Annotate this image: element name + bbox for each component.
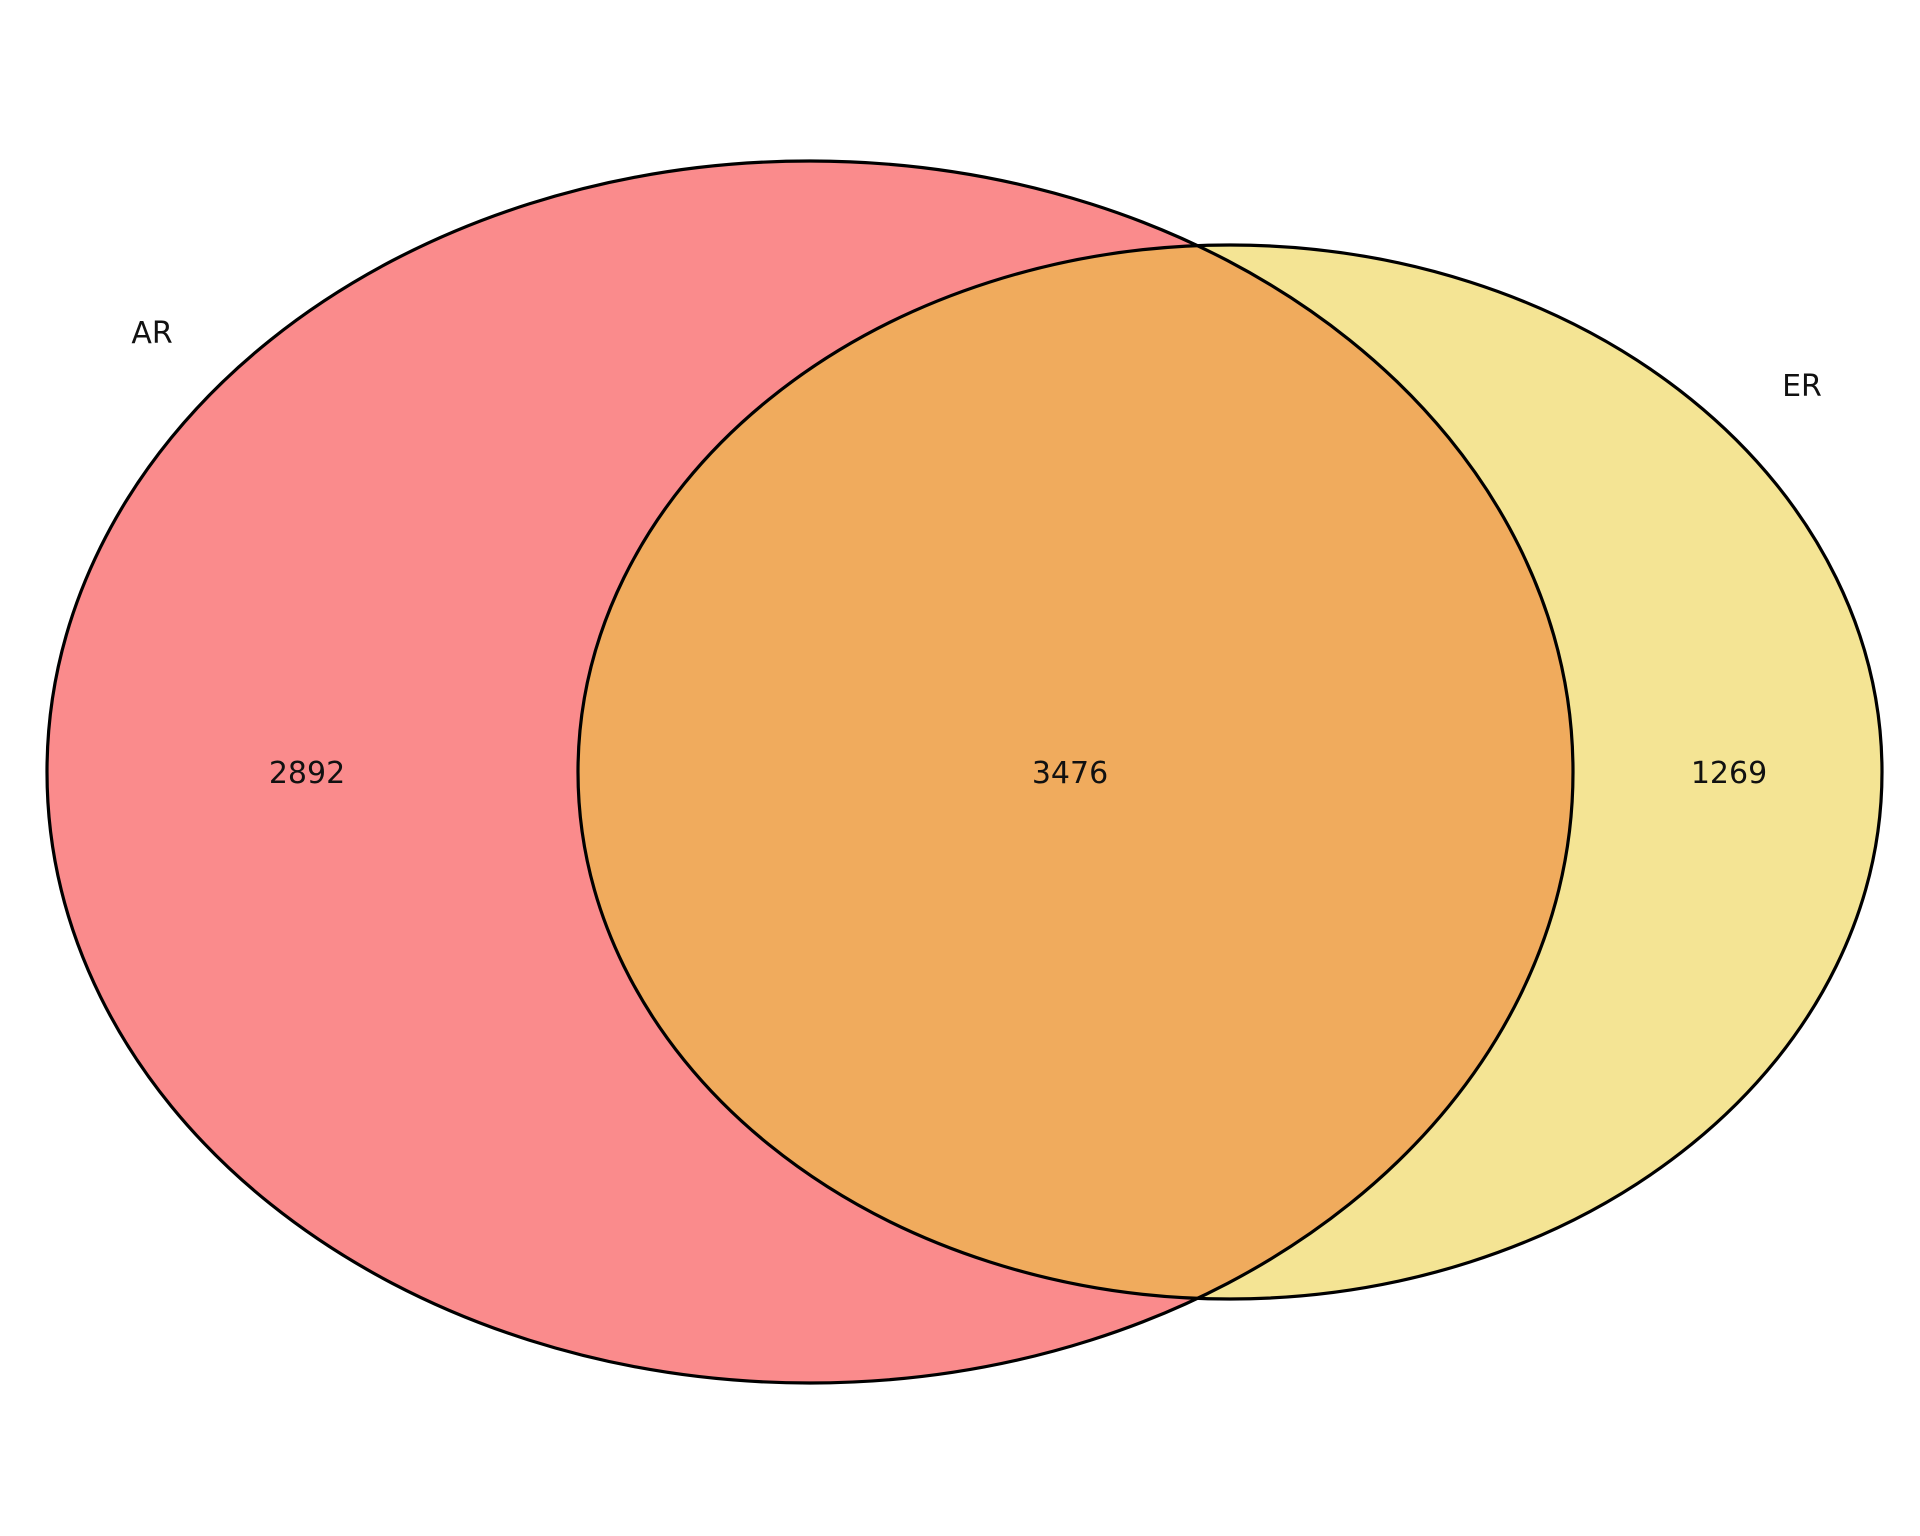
set-label-ar: AR: [131, 316, 172, 351]
count-er-only: 1269: [1691, 756, 1767, 791]
count-ar-only: 2892: [269, 756, 345, 791]
set-label-er: ER: [1782, 369, 1822, 404]
set-ar-outline: [45, 159, 1575, 1385]
count-intersection: 3476: [1032, 756, 1108, 791]
set-er-outline: [576, 243, 1884, 1301]
